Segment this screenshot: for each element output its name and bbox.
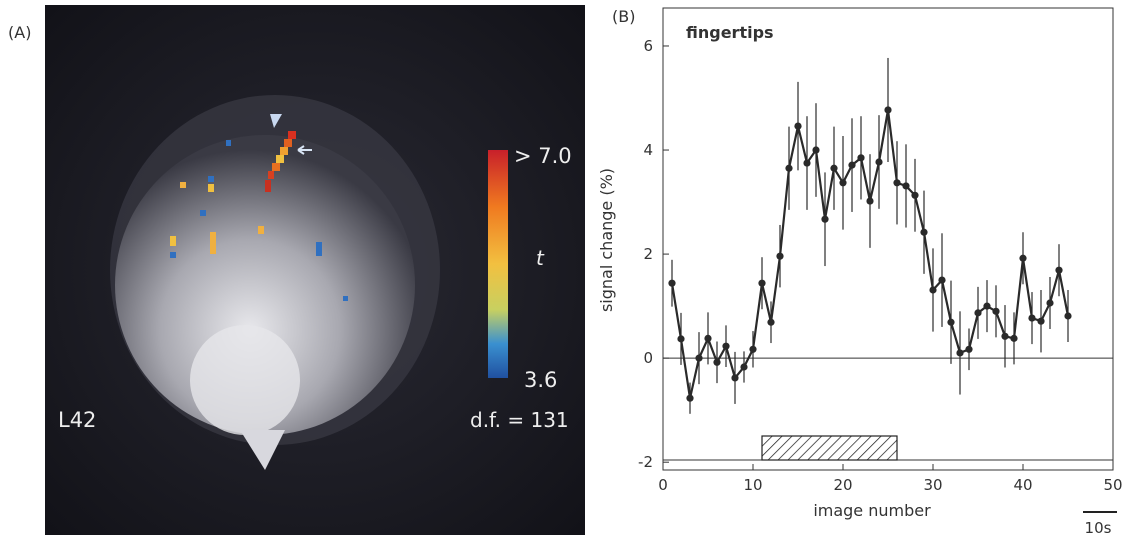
data-point xyxy=(1019,254,1027,262)
data-point xyxy=(1037,317,1045,325)
data-point xyxy=(947,318,955,326)
data-point xyxy=(902,182,910,190)
data-point xyxy=(1028,314,1036,322)
scale-bar-label: 10s xyxy=(1085,519,1112,537)
data-point xyxy=(884,106,892,114)
data-point xyxy=(848,161,856,169)
data-point xyxy=(785,164,793,172)
data-point xyxy=(704,334,712,342)
data-point xyxy=(767,318,775,326)
y-tick-label: 0 xyxy=(643,349,653,367)
data-point xyxy=(911,191,919,199)
data-point xyxy=(686,394,694,402)
x-axis-label: image number xyxy=(813,501,931,520)
plot-frame xyxy=(662,7,1114,471)
arrowhead-marker xyxy=(270,114,282,128)
data-point xyxy=(794,122,802,130)
x-tick-label: 0 xyxy=(658,476,668,494)
colorbar-max: > 7.0 xyxy=(514,144,572,168)
data-point xyxy=(956,349,964,357)
data-point xyxy=(1046,299,1054,307)
data-point xyxy=(722,342,730,350)
data-point xyxy=(749,345,757,353)
x-tick-label: 30 xyxy=(923,476,942,494)
data-point xyxy=(830,164,838,172)
data-point xyxy=(668,279,676,287)
data-point xyxy=(731,374,739,382)
data-point xyxy=(713,358,721,366)
data-point xyxy=(875,158,883,166)
colorbar-min: 3.6 xyxy=(524,368,557,392)
y-tick-label: 6 xyxy=(643,37,653,55)
data-point xyxy=(677,335,685,343)
x-tick-label: 10 xyxy=(743,476,762,494)
data-point xyxy=(821,215,829,223)
y-tick-label: -2 xyxy=(638,453,653,471)
x-tick-label: 40 xyxy=(1013,476,1032,494)
data-point xyxy=(695,354,703,362)
data-point xyxy=(974,309,982,317)
panel-label: (A) xyxy=(8,23,31,42)
colorbar xyxy=(488,150,508,378)
y-tick-label: 4 xyxy=(643,141,653,159)
data-point xyxy=(1055,266,1063,274)
data-point xyxy=(992,307,1000,315)
brainstem xyxy=(240,430,285,470)
x-tick-label: 50 xyxy=(1103,476,1122,494)
panel-label: (B) xyxy=(612,7,635,26)
data-point xyxy=(812,146,820,154)
chart-title: fingertips xyxy=(686,23,774,42)
stimulus-block xyxy=(761,435,898,461)
data-point xyxy=(740,363,748,371)
data-point xyxy=(983,302,991,310)
data-point xyxy=(758,279,766,287)
data-point xyxy=(839,179,847,187)
df-label: d.f. = 131 xyxy=(470,408,569,432)
activation-pixels xyxy=(170,131,348,301)
data-point xyxy=(965,345,973,353)
data-point xyxy=(1010,334,1018,342)
brain xyxy=(115,135,415,435)
data-point xyxy=(929,286,937,294)
data-point xyxy=(776,252,784,260)
data-line xyxy=(670,109,1070,399)
x-tick-label: 20 xyxy=(833,476,852,494)
y-axis-label: signal change (%) xyxy=(597,168,616,312)
slice-label: L42 xyxy=(58,408,96,432)
data-point xyxy=(1064,312,1072,320)
data-point xyxy=(803,159,811,167)
data-point xyxy=(920,228,928,236)
data-point xyxy=(893,179,901,187)
data-point xyxy=(1001,332,1009,340)
colorbar-label: t xyxy=(536,246,545,270)
brain-highlight xyxy=(190,325,300,435)
plot-area: 0 10 20 30 40 50 -2 0 2 4 6 xyxy=(638,37,1123,494)
data-point xyxy=(938,276,946,284)
data-point xyxy=(866,197,874,205)
arrow-marker xyxy=(297,145,312,155)
data-point xyxy=(857,154,865,162)
y-tick-label: 2 xyxy=(643,245,653,263)
